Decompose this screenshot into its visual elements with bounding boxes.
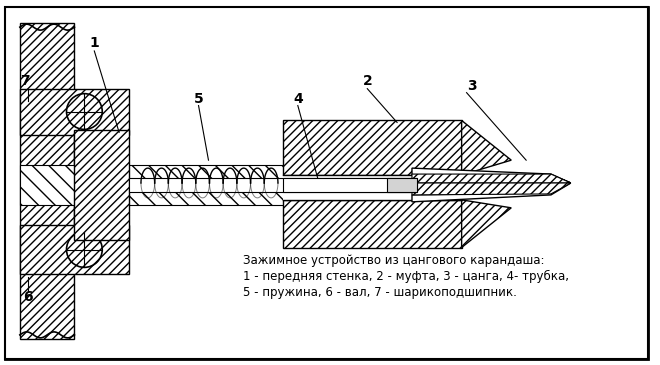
Polygon shape	[283, 178, 417, 192]
Polygon shape	[20, 23, 75, 339]
Text: 2: 2	[362, 74, 372, 88]
Polygon shape	[412, 183, 571, 202]
Polygon shape	[461, 120, 512, 175]
Polygon shape	[20, 165, 417, 205]
Text: 5 - пружина, 6 - вал, 7 - шарикоподшипник.: 5 - пружина, 6 - вал, 7 - шарикоподшипни…	[244, 286, 517, 299]
Text: 7: 7	[20, 74, 30, 88]
Polygon shape	[412, 183, 571, 195]
Text: Зажимное устройство из цангового карандаша:: Зажимное устройство из цангового каранда…	[244, 254, 544, 268]
Polygon shape	[20, 89, 129, 135]
Text: 4: 4	[293, 92, 303, 105]
Polygon shape	[129, 178, 417, 192]
Text: 3: 3	[467, 79, 477, 93]
Polygon shape	[412, 168, 571, 183]
Polygon shape	[412, 174, 571, 183]
Text: 1: 1	[90, 36, 99, 50]
Polygon shape	[461, 200, 512, 247]
Text: 6: 6	[23, 290, 32, 304]
Polygon shape	[283, 120, 461, 175]
Polygon shape	[387, 178, 417, 192]
Polygon shape	[75, 130, 129, 239]
Polygon shape	[283, 200, 461, 247]
Text: 1 - передняя стенка, 2 - муфта, 3 - цанга, 4- трубка,: 1 - передняя стенка, 2 - муфта, 3 - цанг…	[244, 270, 569, 284]
Polygon shape	[20, 225, 129, 274]
Text: 5: 5	[193, 92, 203, 105]
Polygon shape	[283, 175, 461, 200]
